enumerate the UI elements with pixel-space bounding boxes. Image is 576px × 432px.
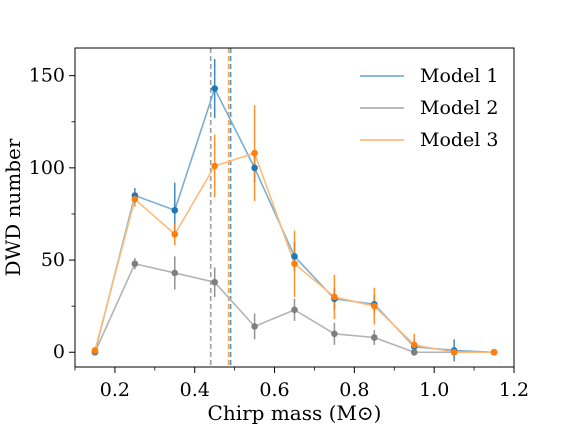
plot-frame — [74, 47, 515, 368]
data-point — [410, 348, 418, 356]
data-point — [291, 253, 298, 260]
x-tick-label: 0.4 — [180, 379, 210, 401]
data-point — [371, 334, 378, 341]
data-point — [410, 341, 418, 349]
legend: Model 1 Model 2 Model 3 — [360, 65, 499, 151]
data-point — [251, 323, 258, 330]
data-point — [331, 293, 338, 301]
y-tick-label: 0 — [53, 341, 65, 363]
data-point — [251, 164, 258, 172]
y-tick-label: 100 — [29, 157, 65, 179]
x-tick-label: 0.8 — [339, 379, 369, 401]
data-point — [211, 278, 218, 286]
data-point — [291, 260, 298, 268]
y-axis-ticks: 0 50 100 150 — [29, 65, 75, 363]
median-lines — [209, 48, 232, 367]
x-tick-label: 1.2 — [499, 379, 529, 401]
error-bars — [134, 59, 455, 362]
x-axis-label: Chirp mass (M⊙) — [208, 401, 382, 425]
data-point — [131, 195, 139, 203]
data-point — [450, 348, 458, 356]
x-tick-label: 1.0 — [419, 379, 449, 401]
legend-label: Model 1 — [420, 65, 499, 87]
x-axis-ticks: 0.2 0.4 0.6 0.8 1.0 1.2 — [74, 367, 529, 401]
legend-label: Model 2 — [420, 97, 499, 119]
data-point — [211, 162, 218, 170]
data-point — [171, 230, 179, 238]
x-tick-label: 0.6 — [259, 379, 289, 401]
data-point — [91, 347, 99, 354]
data-point — [171, 269, 179, 277]
data-point — [251, 149, 258, 157]
y-tick-label: 150 — [29, 65, 65, 87]
data-point — [331, 330, 338, 338]
data-point — [371, 302, 378, 310]
x-tick-label: 0.2 — [100, 379, 130, 401]
data-point — [131, 260, 139, 268]
data-points — [91, 85, 498, 356]
y-axis-label: DWD number — [1, 138, 25, 276]
data-point — [171, 206, 179, 214]
y-tick-label: 50 — [41, 249, 65, 271]
data-point — [291, 306, 298, 314]
legend-label: Model 3 — [420, 129, 499, 151]
data-point — [490, 348, 498, 356]
data-point — [211, 85, 218, 92]
